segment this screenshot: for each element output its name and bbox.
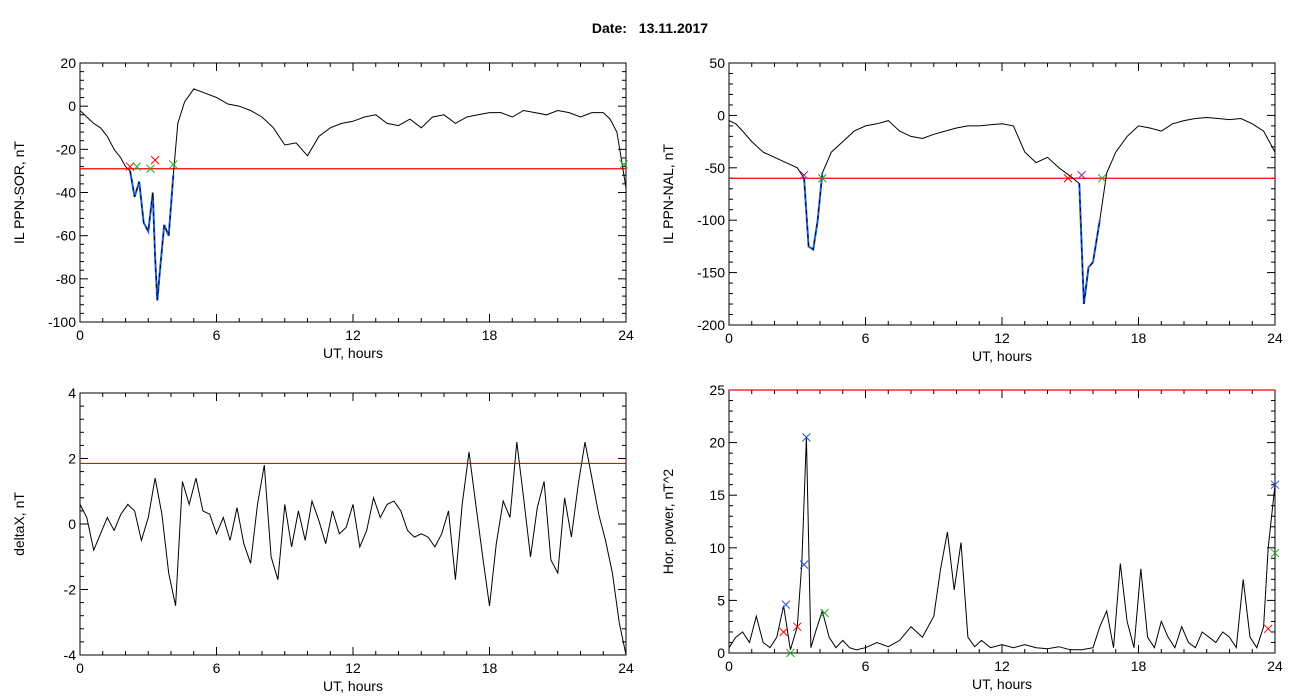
data-marker: [799, 170, 809, 180]
data-marker: [781, 600, 791, 609]
date-value: 13.11.2017: [638, 20, 709, 36]
highlight-dash: [129, 170, 174, 301]
x-axis-label: UT, hours: [323, 345, 383, 361]
highlight-segment: [1078, 183, 1101, 305]
chart-panel-4: 0 6 12 18 24 0 5 10 15 20 25 UT, hours Hor. power, n…: [660, 382, 1283, 692]
x-axis-label: UT, hours: [323, 678, 383, 694]
x-tick-label: 24: [618, 660, 634, 676]
plot-frame: [728, 389, 1276, 654]
data-marker: [799, 560, 809, 569]
y-tick-label: -20: [56, 141, 76, 157]
highlight-dash: [1078, 183, 1101, 305]
y-tick-label: 10: [709, 540, 725, 556]
highlight-segment: [803, 172, 824, 252]
data-marker: [786, 648, 795, 658]
data-marker: [820, 608, 829, 618]
x-tick-label: 18: [482, 327, 498, 343]
x-tick-label: 6: [862, 658, 870, 674]
y-tick-label: -2: [64, 582, 77, 598]
y-axis-label: Hor. power, nT^2: [660, 469, 676, 575]
y-tick-label: -100: [697, 212, 725, 228]
data-marker: [817, 173, 827, 183]
data-marker: [125, 162, 135, 171]
y-axis-label: deltaX, nT: [11, 492, 27, 556]
y-tick-label: 0: [68, 98, 76, 114]
data-marker: [1077, 170, 1086, 180]
data-marker: [1263, 624, 1273, 634]
x-tick-label: 18: [1131, 658, 1147, 674]
y-axis-label: IL PPN-SOR, nT: [11, 141, 27, 244]
x-tick-label: 12: [994, 330, 1010, 346]
data-marker: [146, 164, 155, 174]
y-tick-label: 5: [717, 592, 725, 608]
y-tick-label: 20: [709, 435, 725, 451]
y-tick-label: 0: [68, 516, 76, 532]
y-tick-label: -200: [697, 317, 725, 333]
y-tick-label: 4: [68, 385, 76, 401]
y-tick-label: -60: [56, 228, 76, 244]
x-tick-label: 6: [862, 330, 870, 346]
y-tick-label: -4: [64, 647, 77, 663]
x-tick-label: 12: [345, 660, 361, 676]
data-marker: [1063, 173, 1073, 183]
y-tick-label: -100: [48, 314, 76, 330]
data-marker: [1097, 173, 1107, 183]
x-axis-label: UT, hours: [972, 676, 1032, 692]
x-tick-label: 18: [482, 660, 498, 676]
x-tick-label: 12: [345, 327, 361, 343]
plot-frame: [728, 62, 1276, 326]
data-marker: [619, 160, 629, 169]
y-tick-label: -150: [697, 265, 725, 281]
y-tick-label: 15: [709, 487, 725, 503]
x-tick-label: 24: [1267, 658, 1283, 674]
x-axis-label: UT, hours: [972, 348, 1032, 364]
series-line: [728, 116, 1276, 305]
x-tick-label: 6: [213, 660, 221, 676]
x-tick-label: 18: [1131, 330, 1147, 346]
data-marker: [801, 432, 811, 442]
page-title: Date: 13.11.2017: [0, 20, 1300, 36]
x-tick-label: 0: [725, 658, 733, 674]
x-tick-label: 6: [213, 327, 221, 343]
y-axis-label: IL PPN-NAL, nT: [660, 144, 676, 244]
y-tick-label: 25: [709, 382, 725, 398]
data-marker: [1270, 480, 1280, 490]
x-tick-label: 24: [1267, 330, 1283, 346]
y-tick-label: 50: [709, 55, 725, 71]
highlight-dash: [803, 172, 823, 251]
x-tick-label: 24: [618, 327, 634, 343]
data-marker: [132, 162, 142, 171]
y-tick-label: -50: [705, 160, 725, 176]
series-line: [728, 437, 1276, 651]
data-marker: [779, 627, 788, 637]
data-marker: [1270, 548, 1280, 558]
data-marker: [792, 622, 802, 632]
data-marker: [150, 155, 160, 165]
plot-frame: [79, 392, 627, 656]
x-tick-label: 0: [76, 327, 84, 343]
series-line: [79, 88, 627, 301]
highlight-segment: [129, 170, 175, 301]
y-tick-label: 2: [68, 451, 76, 467]
x-tick-label: 0: [76, 660, 84, 676]
y-tick-label: -80: [56, 271, 76, 287]
series-line: [79, 442, 627, 656]
chart-panel-1: 0 6 12 18 24 -100 -80 -60 -40 -20 0 20 UT, hours IL P…: [11, 55, 634, 361]
y-tick-label: 0: [717, 107, 725, 123]
y-tick-label: 0: [717, 645, 725, 661]
x-tick-label: 12: [994, 658, 1010, 674]
data-marker: [168, 160, 178, 169]
date-label: Date:: [591, 20, 627, 36]
y-tick-label: 20: [60, 55, 76, 71]
y-tick-label: -40: [56, 185, 76, 201]
x-tick-label: 0: [725, 330, 733, 346]
chart-panel-2: 0 6 12 18 24 -200 -150 -100 -50 0 50 UT, hours IL PP…: [660, 55, 1283, 364]
plot-frame: [79, 62, 627, 323]
